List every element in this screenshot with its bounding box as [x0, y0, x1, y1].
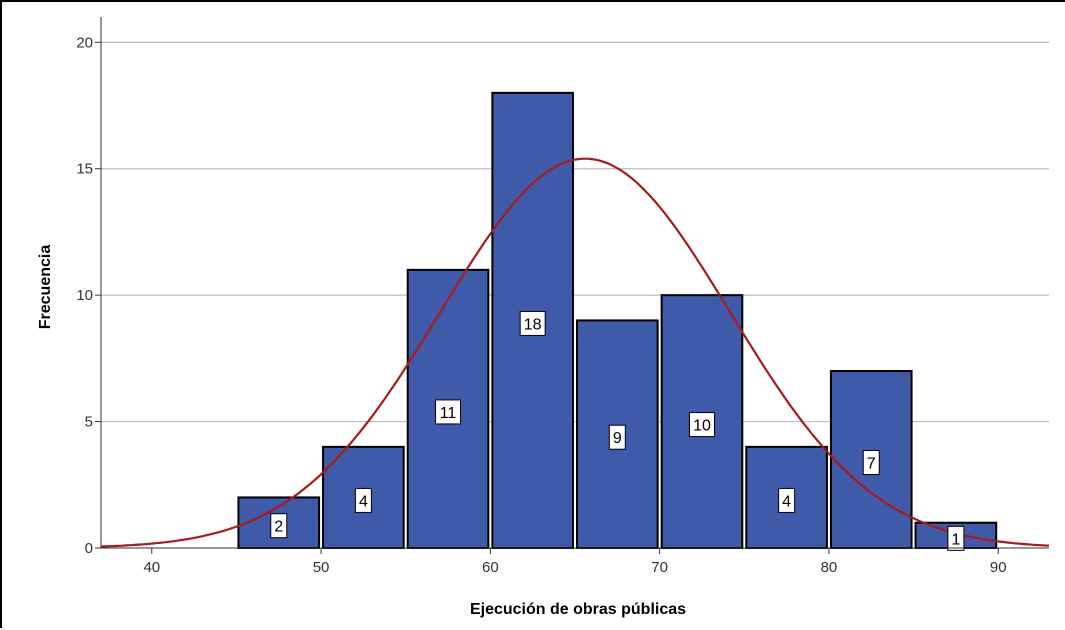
axes: 0 5 10 15 20 40 50 60 70 80 90 [76, 17, 1049, 576]
data-label: 10 [688, 412, 715, 438]
data-label-box [778, 487, 796, 513]
data-label: 11 [435, 399, 462, 425]
y-tick-label: 0 [85, 540, 93, 557]
data-label-text: 4 [359, 493, 368, 510]
data-label-box [688, 412, 715, 438]
x-tick-label: 80 [821, 559, 838, 576]
data-label-text: 1 [951, 531, 960, 548]
data-label-text: 18 [524, 316, 542, 333]
bars [237, 91, 998, 550]
data-label-box [519, 310, 546, 336]
data-label-box [435, 399, 462, 425]
x-tick-label: 70 [651, 559, 668, 576]
data-label: 4 [354, 487, 372, 513]
y-tick-label: 20 [76, 34, 93, 51]
normal-curve-layer [100, 157, 1050, 548]
data-label-box [947, 525, 965, 551]
y-tick-label: 5 [85, 414, 93, 431]
data-labels: 2 4 11 18 9 10 4 7 1 [270, 310, 965, 551]
y-axis-title: Frecuencia [37, 245, 54, 330]
y-tick-label: 10 [76, 287, 93, 304]
data-label-text: 4 [782, 493, 791, 510]
normal-curve [100, 157, 1050, 548]
data-label-text: 7 [867, 456, 876, 473]
data-label: 4 [778, 487, 796, 513]
data-label: 9 [608, 424, 626, 450]
data-label-box [354, 487, 372, 513]
data-label-text: 2 [274, 519, 283, 536]
data-label-box [270, 513, 288, 539]
x-tick-label: 90 [990, 559, 1007, 576]
x-tick-label: 60 [482, 559, 499, 576]
gridlines [101, 41, 1049, 423]
y-tick-label: 15 [76, 161, 93, 178]
x-tick-label: 40 [143, 559, 160, 576]
x-axis-title: Ejecución de obras públicas [470, 601, 686, 618]
data-label: 18 [519, 310, 546, 336]
data-label-box [608, 424, 626, 450]
data-label: 7 [862, 450, 880, 475]
data-label: 2 [270, 513, 288, 539]
data-label: 1 [947, 525, 965, 551]
data-label-text: 10 [693, 418, 711, 435]
data-label-text: 11 [440, 405, 457, 422]
data-label-box [862, 450, 880, 475]
data-label-text: 9 [613, 430, 622, 447]
x-tick-label: 50 [313, 559, 330, 576]
